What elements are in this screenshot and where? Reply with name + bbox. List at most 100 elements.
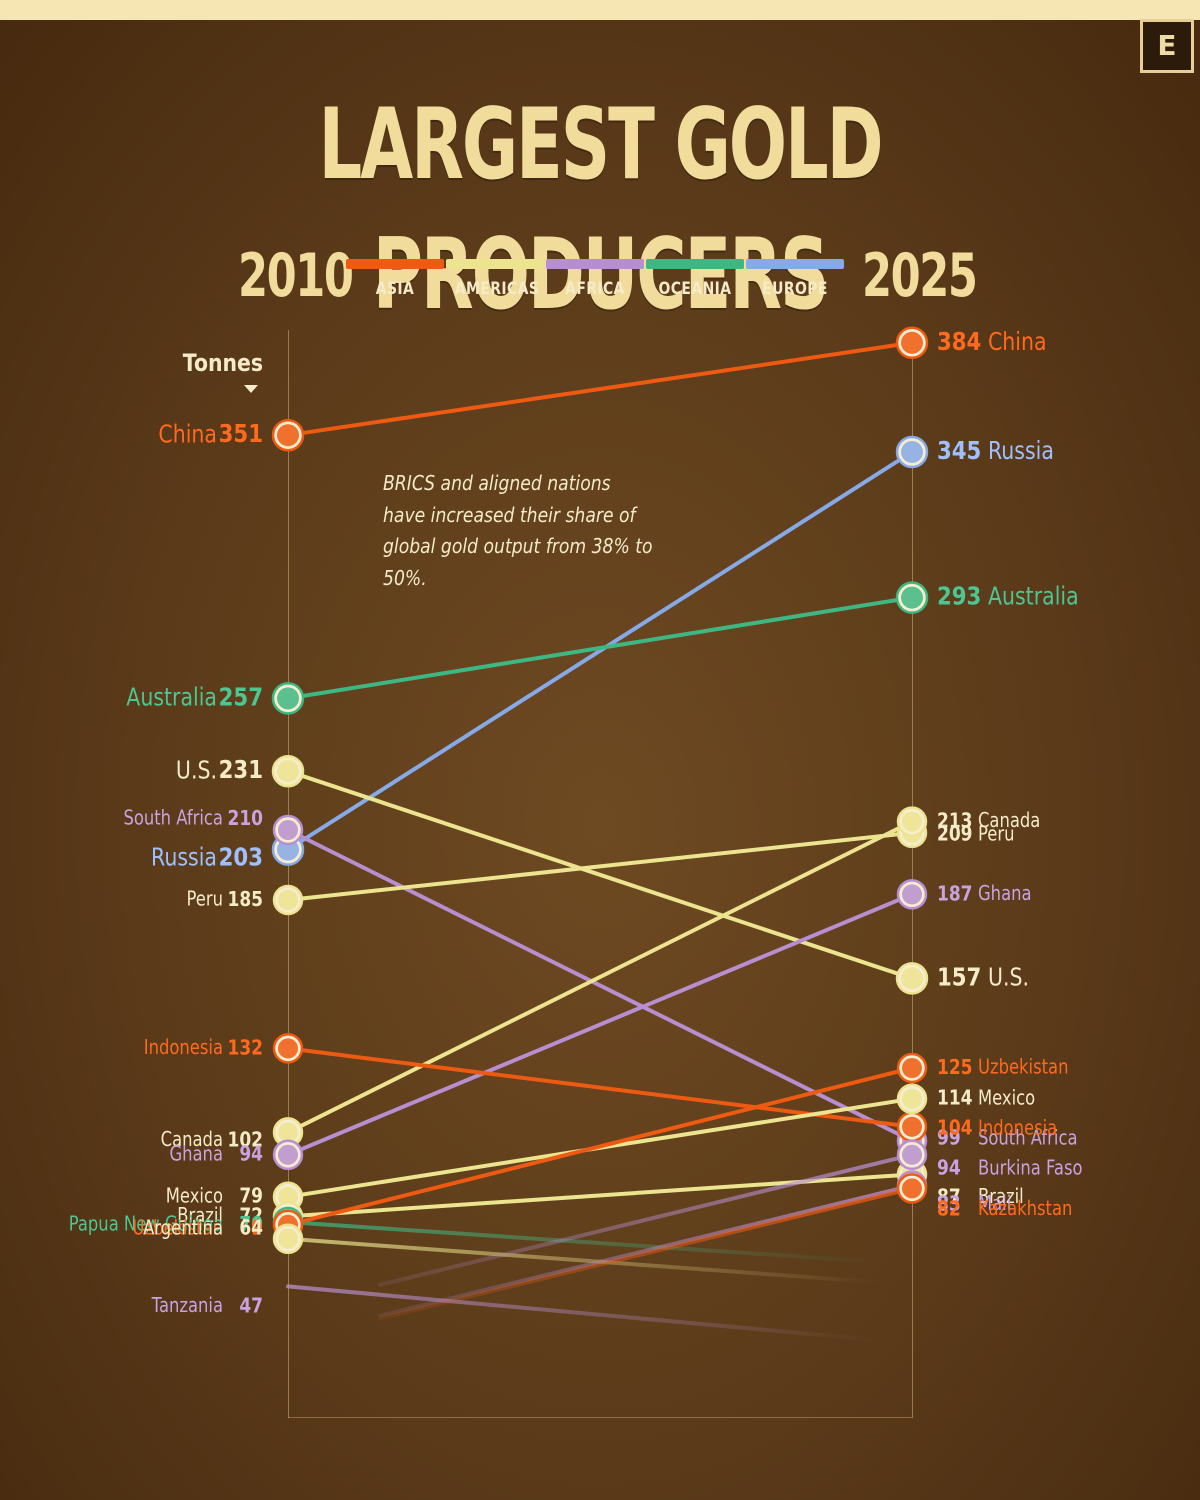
value-label-2025-u-s: 157 bbox=[937, 963, 981, 992]
series-line-china bbox=[286, 340, 914, 438]
flag-marker-canada-2010 bbox=[272, 1117, 304, 1148]
value-label-2010-peru: 185 bbox=[228, 889, 263, 912]
series-line-uzbekistan bbox=[286, 1066, 914, 1227]
flag-icon bbox=[278, 1144, 298, 1165]
legend-label-africa: AFRICA bbox=[565, 279, 625, 299]
series-line-papua-new-guinea bbox=[286, 1220, 882, 1264]
country-label-2025-australia: Australia bbox=[988, 583, 1079, 611]
flag-marker-kazakhstan-2025 bbox=[896, 1173, 928, 1204]
series-line-kazakhstan bbox=[378, 1186, 914, 1321]
series-line-canada bbox=[286, 819, 914, 1135]
flag-marker-indonesia-2025 bbox=[896, 1111, 928, 1143]
annotation-text: BRICS and aligned nations have increased… bbox=[383, 471, 653, 590]
flag-icon bbox=[278, 1186, 298, 1207]
series-line-south-africa bbox=[286, 828, 914, 1143]
value-label-2010-uzbekistan: 69 bbox=[239, 1217, 263, 1240]
series-line-australia bbox=[286, 595, 914, 701]
series-line-burkina-faso bbox=[378, 1152, 914, 1287]
page-title: LARGEST GOLD PRODUCERS bbox=[318, 88, 884, 332]
flag-marker-china-2010 bbox=[271, 418, 305, 452]
country-label-2010-peru: Peru bbox=[187, 888, 223, 911]
series-line-tanzania bbox=[286, 1284, 882, 1343]
flag-marker-ghana-2010 bbox=[272, 1139, 304, 1171]
country-label-2010-indonesia: Indonesia bbox=[144, 1036, 223, 1059]
flag-marker-burkina-faso-2025 bbox=[896, 1139, 928, 1171]
axis-2010 bbox=[288, 330, 289, 1418]
legend-swatch-asia bbox=[346, 259, 444, 269]
series-line-russia bbox=[286, 450, 914, 852]
country-label-2025-mexico: Mexico bbox=[978, 1087, 1035, 1110]
country-label-2025-russia: Russia bbox=[988, 437, 1054, 465]
value-label-2025-south-africa: 99 bbox=[937, 1127, 961, 1150]
value-label-2010-canada: 102 bbox=[228, 1129, 263, 1152]
flag-marker-australia-2010 bbox=[271, 682, 305, 715]
value-label-2025-brazil: 87 bbox=[937, 1186, 961, 1209]
flag-marker-china-2025 bbox=[895, 326, 929, 360]
country-label-2010-tanzania: Tanzania bbox=[151, 1294, 223, 1317]
legend-item-africa: AFRICA bbox=[546, 259, 644, 299]
axis-2025 bbox=[912, 330, 913, 1418]
value-label-2010-tanzania: 47 bbox=[239, 1295, 263, 1318]
value-label-2025-uzbekistan: 125 bbox=[937, 1057, 972, 1080]
series-line-argentina bbox=[286, 1236, 882, 1285]
country-label-2025-u-s: U.S. bbox=[988, 964, 1029, 992]
series-line-u-s bbox=[286, 769, 914, 981]
value-label-2010-argentina: 64 bbox=[239, 1217, 263, 1240]
country-label-2025-kazakhstan: Kazakhstan bbox=[978, 1197, 1072, 1220]
value-label-2025-ghana: 187 bbox=[937, 883, 972, 906]
legend-label-americas: AMERICAS bbox=[454, 279, 540, 299]
legend-item-asia: ASIA bbox=[346, 259, 444, 299]
value-label-2010-mexico: 79 bbox=[239, 1185, 263, 1208]
country-label-2010-brazil: Brazil bbox=[177, 1204, 223, 1227]
value-label-2010-brazil: 72 bbox=[239, 1205, 263, 1228]
series-line-peru bbox=[286, 830, 914, 902]
flag-marker-u-s-2025 bbox=[895, 962, 929, 995]
country-label-2010-argentina: Argentina bbox=[143, 1217, 223, 1240]
country-label-2010-australia: Australia bbox=[126, 684, 217, 712]
flag-marker-argentina-2010 bbox=[272, 1223, 304, 1255]
country-label-2025-china: China bbox=[988, 328, 1047, 356]
value-label-2010-south-africa: 210 bbox=[228, 808, 264, 831]
chart-baseline bbox=[288, 1417, 912, 1418]
country-label-2010-mexico: Mexico bbox=[166, 1185, 223, 1208]
legend-swatch-europe bbox=[746, 259, 844, 269]
country-label-2025-peru: Peru bbox=[978, 823, 1014, 846]
country-label-2025-ghana: Ghana bbox=[978, 882, 1032, 905]
value-label-2025-china: 384 bbox=[937, 327, 981, 356]
value-label-2025-mexico: 114 bbox=[937, 1087, 973, 1110]
value-label-2010-australia: 257 bbox=[219, 683, 263, 712]
flag-icon bbox=[902, 1144, 922, 1165]
legend-item-europe: EUROPE bbox=[746, 259, 844, 299]
flag-icon bbox=[902, 884, 922, 905]
country-label-2010-canada: Canada bbox=[161, 1128, 223, 1151]
country-label-2010-u-s: U.S. bbox=[176, 756, 217, 784]
flag-marker-canada-2025 bbox=[896, 806, 928, 837]
country-label-2010-russia: Russia bbox=[151, 844, 217, 872]
legend-label-asia: ASIA bbox=[375, 279, 415, 299]
legend-label-europe: EUROPE bbox=[762, 279, 828, 299]
brand-logo: E bbox=[1140, 19, 1194, 73]
flag-icon bbox=[277, 687, 299, 710]
flag-marker-ghana-2025 bbox=[896, 879, 928, 910]
country-label-2025-mali: Mali bbox=[978, 1193, 1011, 1216]
flag-icon bbox=[278, 1228, 298, 1249]
flag-icon bbox=[278, 890, 298, 910]
value-label-2025-burkina-faso: 94 bbox=[937, 1157, 961, 1180]
flag-icon bbox=[277, 760, 299, 783]
flag-marker-south-africa-2010 bbox=[272, 814, 304, 846]
flag-icon bbox=[278, 1038, 298, 1059]
flag-icon bbox=[901, 967, 923, 990]
down-arrow-icon bbox=[244, 385, 258, 393]
value-label-2010-u-s: 231 bbox=[219, 756, 263, 785]
value-label-2010-papua-new-guinea: 70 bbox=[239, 1214, 263, 1237]
value-label-2025-australia: 293 bbox=[937, 582, 981, 611]
legend-swatch-americas bbox=[446, 259, 544, 269]
value-label-2025-indonesia: 104 bbox=[937, 1117, 973, 1140]
flag-icon bbox=[902, 1088, 922, 1109]
country-label-2025-brazil: Brazil bbox=[978, 1185, 1024, 1208]
year-start-label: 2010 bbox=[238, 241, 354, 311]
flag-icon bbox=[902, 1058, 922, 1078]
flag-icon bbox=[902, 811, 922, 832]
flag-icon bbox=[277, 424, 299, 447]
